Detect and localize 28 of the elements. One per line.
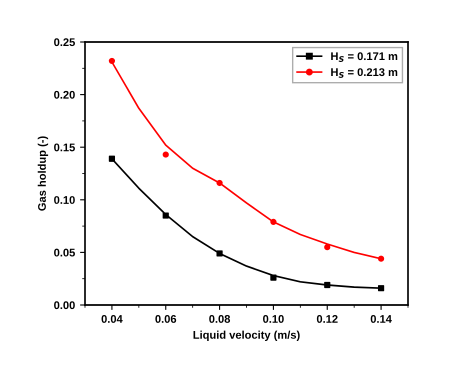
point xyxy=(324,244,330,250)
point xyxy=(216,250,223,257)
point xyxy=(108,156,116,162)
point xyxy=(270,218,277,225)
legend-label: H$_{S}$ = 0.213 m xyxy=(331,68,398,78)
y-tick-label: 0.15 xyxy=(54,143,75,152)
y-tick-label: 0.20 xyxy=(54,90,75,99)
point xyxy=(108,58,116,64)
y-tick-label: 0.25 xyxy=(54,38,75,46)
point xyxy=(378,285,384,292)
x-tick-label: 0.10 xyxy=(263,315,284,323)
x-tick-label: 0.06 xyxy=(155,315,176,323)
point xyxy=(216,180,223,186)
y-tick-label: 0.05 xyxy=(54,248,75,257)
point xyxy=(378,256,384,262)
point xyxy=(324,282,330,288)
y-tick-label: 0.10 xyxy=(54,196,75,204)
x-tick-label: 0.14 xyxy=(370,315,392,323)
x-tick-label: 0.08 xyxy=(209,315,230,323)
y-axis-title: Gas holdup (-) xyxy=(38,136,48,211)
point xyxy=(270,274,277,281)
x-tick-label: 0.04 xyxy=(102,315,123,323)
x-axis-title: Liquid velocity (m/s) xyxy=(194,330,300,341)
y-tick-label: 0.00 xyxy=(54,301,75,310)
point xyxy=(162,212,169,219)
x-tick-label: 0.12 xyxy=(316,315,338,323)
legend-label: H$_{S}$ = 0.171 m xyxy=(331,52,398,62)
point xyxy=(162,151,169,158)
